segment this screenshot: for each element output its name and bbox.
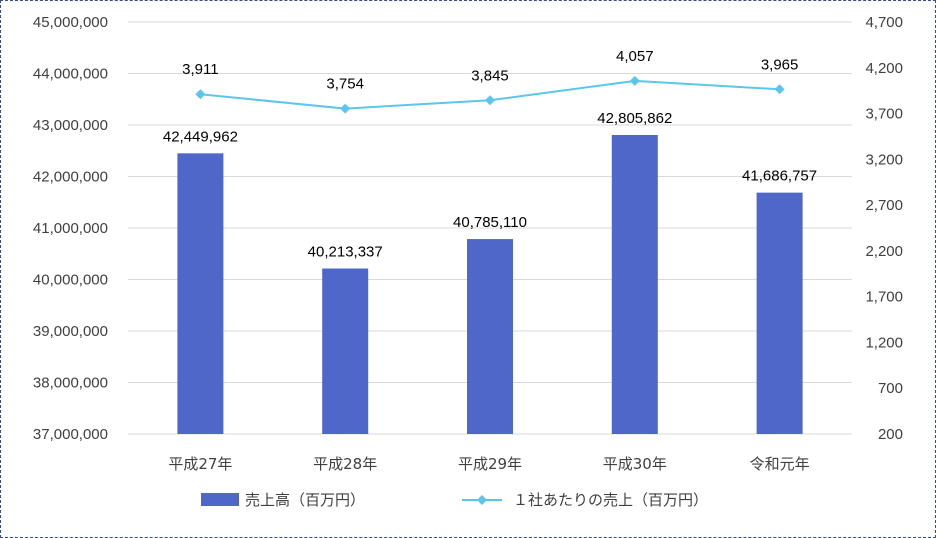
line-value-label: 3,965: [761, 56, 799, 73]
legend-swatch-bar: [201, 493, 239, 506]
bar-value-label: 40,785,110: [453, 214, 527, 231]
category-labels: 平成27年 平成28年 平成29年 平成30年 令和元年: [168, 455, 809, 473]
right-axis-tick-label: 1,700: [865, 289, 903, 306]
bar: [467, 239, 513, 434]
bar: [756, 192, 803, 434]
category-label: 平成30年: [603, 455, 667, 473]
category-label: 平成27年: [168, 455, 232, 473]
legend-label-line: １社あたりの売上（百万円）: [513, 491, 708, 509]
left-axis-tick-label: 39,000,000: [33, 323, 108, 340]
category-label: 平成28年: [313, 455, 377, 473]
bar-value-label: 41,686,757: [742, 168, 817, 185]
bar-series: [177, 134, 803, 434]
bar: [177, 153, 224, 434]
left-axis-tick-label: 38,000,000: [33, 375, 108, 392]
right-axis-tick-label: 1,200: [865, 334, 903, 351]
bar-value-label: 42,805,862: [597, 110, 672, 127]
legend-label-bar: 売上高（百万円）: [245, 491, 365, 509]
left-axis-tick-label: 42,000,000: [33, 169, 108, 186]
left-axis-tick-label: 44,000,000: [33, 66, 108, 83]
bar: [322, 268, 369, 434]
right-axis-tick-label: 3,700: [865, 106, 903, 123]
legend: 売上高（百万円） １社あたりの売上（百万円）: [201, 491, 708, 509]
right-axis-tick-label: 2,700: [865, 197, 903, 214]
line-series: [195, 75, 785, 114]
line-value-label: 3,911: [182, 61, 218, 78]
line-data-labels: 3,911 3,754 3,845 4,057 3,965: [182, 48, 798, 93]
line-value-label: 3,845: [471, 67, 509, 84]
right-axis-tick-label: 4,700: [865, 14, 903, 31]
left-axis-tick-label: 41,000,000: [33, 220, 108, 237]
bar-value-label: 40,213,337: [308, 244, 383, 261]
left-axis-tick-label: 43,000,000: [33, 117, 108, 134]
right-axis-tick-label: 200: [878, 426, 903, 443]
bar-data-labels: 42,449,962 40,213,337 40,785,110 42,805,862…: [163, 110, 817, 261]
right-axis-tick-label: 4,200: [865, 60, 903, 77]
bar: [611, 134, 658, 434]
right-axis-ticks: 200 700 1,200 1,700 2,200 2,700 3,200 3,700 4,20…: [865, 14, 903, 443]
category-label: 平成29年: [458, 455, 522, 473]
line-value-label: 4,057: [616, 48, 654, 65]
line-point: [774, 84, 785, 95]
gridlines: [128, 21, 852, 435]
right-axis-tick-label: 3,200: [865, 151, 903, 168]
legend-swatch-diamond: [477, 495, 487, 505]
category-label: 令和元年: [750, 455, 810, 473]
left-axis-ticks: 37,000,000 38,000,000 39,000,000 40,000,000…: [33, 14, 108, 443]
line-point: [629, 75, 640, 86]
right-axis-tick-label: 700: [878, 380, 903, 397]
left-axis-tick-label: 37,000,000: [33, 426, 108, 443]
line-point: [195, 89, 206, 100]
line-point: [485, 95, 495, 106]
line-value-label: 3,754: [326, 76, 364, 93]
right-axis-tick-label: 2,200: [865, 243, 903, 260]
left-axis-tick-label: 45,000,000: [33, 14, 108, 31]
bar-value-label: 42,449,962: [163, 128, 238, 145]
line-point: [340, 103, 351, 114]
left-axis-tick-label: 40,000,000: [33, 272, 108, 289]
